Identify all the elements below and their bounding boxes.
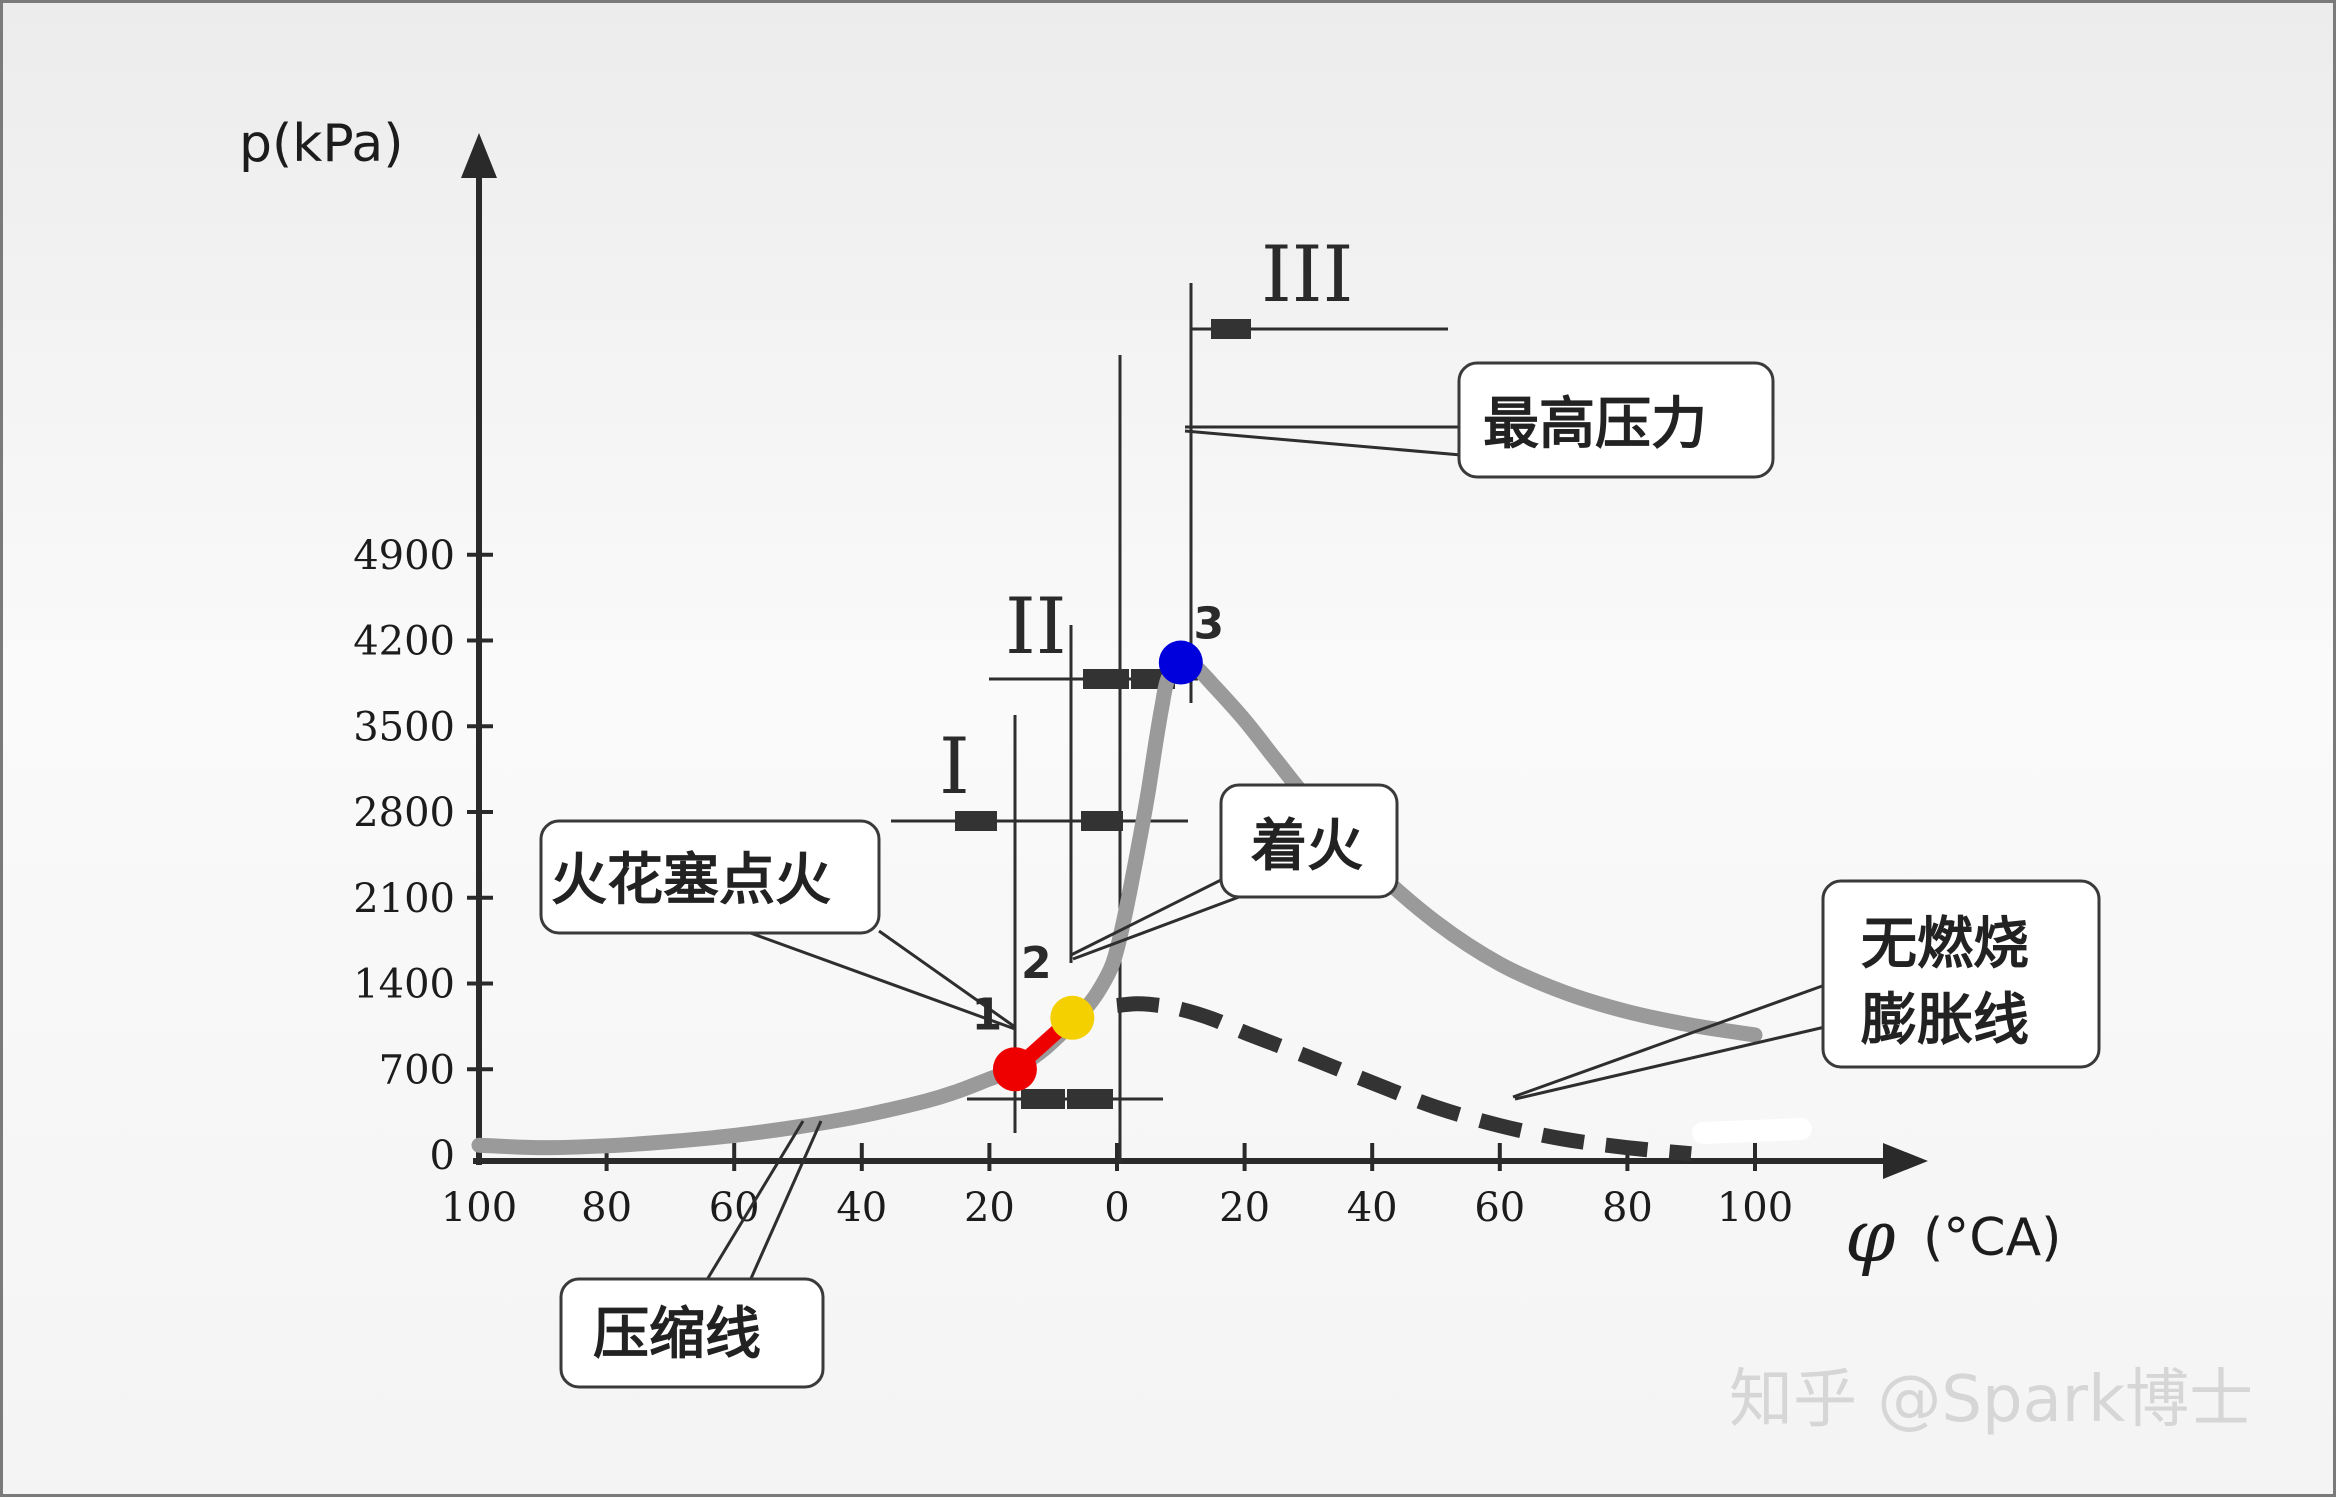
x-tick-label: 100 (441, 1185, 517, 1231)
point-2-marker (1050, 995, 1095, 1040)
x-tick-label: 80 (581, 1185, 632, 1231)
callout-spark-plug: 火花塞点火 (539, 819, 881, 935)
svg-text:着火: 着火 (1251, 814, 1363, 879)
x-axis-arrow-icon (1883, 1143, 1928, 1179)
y-tick-label: 2100 (353, 876, 455, 922)
y-tick-label: 700 (379, 1047, 455, 1093)
x-ticks: 100 80 60 40 20 0 20 40 60 80 100 (441, 1143, 1793, 1231)
x-axis-title: (°CA) (1923, 1208, 2061, 1268)
x-tick-label: 20 (964, 1185, 1015, 1231)
svg-text:无燃烧: 无燃烧 (1861, 912, 2029, 977)
point-2-label: 2 (1021, 938, 1052, 989)
x-axis-symbol: φ (1845, 1194, 1896, 1278)
svg-text:膨胀线: 膨胀线 (1861, 988, 2029, 1053)
no-combustion-expansion-line (1116, 996, 1692, 1162)
point-1-marker (992, 1047, 1037, 1092)
y-axis-arrow-icon (461, 133, 497, 178)
y-tick-label: 1400 (353, 962, 455, 1008)
x-tick-label: 100 (1717, 1185, 1793, 1231)
x-tick-label: 60 (1474, 1185, 1525, 1231)
key-points: 12 3 (972, 599, 1224, 1092)
callout-compression: 压缩线 (559, 1277, 825, 1389)
point-3-label: 3 (1193, 599, 1224, 650)
y-ticks: 0 700 1400 2100 2800 3500 4200 4900 (353, 533, 493, 1179)
y-tick-label: 0 (430, 1133, 455, 1179)
phase-label-I: I (939, 722, 970, 812)
svg-text:最高压力: 最高压力 (1483, 392, 1707, 457)
watermark: 知乎 @Spark博士 (1729, 1363, 2253, 1437)
callout-ignite: 着火 (1219, 783, 1399, 899)
point-3-marker (1158, 640, 1203, 685)
y-tick-label: 3500 (353, 704, 455, 750)
svg-text:火花塞点火: 火花塞点火 (551, 848, 831, 913)
callout-no-combustion-expansion: 无燃烧 膨胀线 (1821, 879, 2101, 1069)
point-1-label: 1 (972, 989, 1003, 1040)
x-tick-label: 0 (1104, 1185, 1129, 1231)
x-tick-label: 40 (836, 1185, 887, 1231)
x-tick-label: 40 (1347, 1185, 1398, 1231)
x-tick-label: 80 (1602, 1185, 1653, 1231)
phase-label-III: III (1261, 230, 1353, 320)
callout-leaders (703, 425, 1826, 1284)
svg-text:压缩线: 压缩线 (593, 1302, 761, 1367)
phase-label-II: II (1005, 582, 1067, 672)
y-tick-label: 2800 (353, 790, 455, 836)
motoring-line-white-tail (1692, 1118, 1812, 1144)
y-tick-label: 4900 (353, 533, 455, 579)
y-axis-title: p(kPa) (239, 114, 404, 174)
callout-peak-pressure: 最高压力 (1457, 361, 1775, 479)
x-tick-label: 20 (1219, 1185, 1270, 1231)
y-tick-label: 4200 (353, 619, 455, 665)
